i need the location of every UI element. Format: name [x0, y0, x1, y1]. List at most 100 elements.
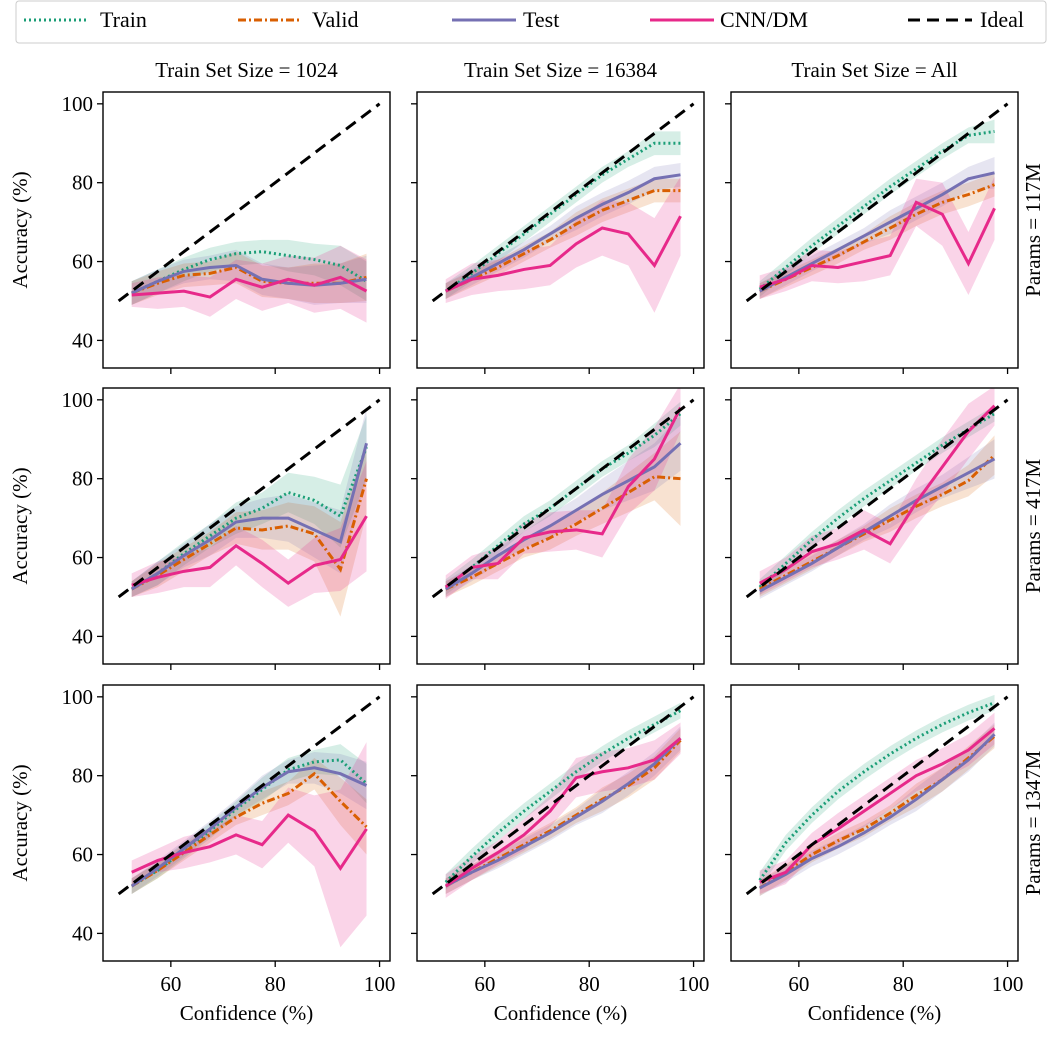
column-title: Train Set Size = 16384 — [464, 58, 658, 82]
x-tick-label-60: 60 — [474, 972, 495, 996]
plot-area — [117, 102, 381, 323]
series-ideal — [745, 695, 1009, 896]
band-cnndm — [759, 176, 995, 299]
band-test — [445, 726, 681, 894]
series-cnndm — [444, 407, 682, 589]
series-ideal — [431, 398, 695, 599]
panel-r3-c3: 60 80 100 Params = 1347M Confidence (%) — [725, 684, 1045, 1025]
band-train — [759, 119, 995, 298]
y-tick-label-100: 100 — [62, 92, 94, 116]
series-cnndm — [444, 737, 682, 888]
series-cnndm — [131, 813, 368, 874]
row-title: Params = 117M — [1021, 163, 1045, 297]
y-tick-label-80: 80 — [72, 467, 93, 491]
x-axis-label: Confidence (%) — [494, 1001, 628, 1025]
series-test — [444, 173, 681, 293]
panel-frame — [730, 91, 1019, 369]
series-ideal — [117, 695, 381, 896]
legend-label-train: Train — [100, 7, 147, 32]
series-cnndm — [758, 404, 996, 585]
legend-label-valid: Valid — [312, 7, 358, 32]
panel-frame — [416, 91, 705, 369]
series-ideal — [431, 695, 695, 896]
panel-r1-c2: Train Set Size = 16384 — [411, 58, 705, 374]
panel-r2-c2 — [411, 387, 705, 670]
y-tick-label-80: 80 — [72, 764, 93, 788]
band-cnndm — [445, 176, 681, 313]
panel-frame — [102, 684, 391, 962]
x-tick-label-60: 60 — [160, 972, 181, 996]
band-valid — [759, 724, 995, 896]
band-cnndm — [445, 388, 681, 599]
panel-frame — [416, 684, 705, 962]
plot-area — [431, 102, 695, 313]
plot-area — [745, 694, 1009, 896]
panel-r3-c2: 60 80 100 Confidence (%) — [411, 684, 710, 1025]
series-ideal — [745, 398, 1009, 599]
plot-area — [117, 695, 381, 948]
x-tick-label-80: 80 — [579, 972, 600, 996]
series-valid — [130, 771, 368, 888]
y-tick-label-60: 60 — [72, 843, 93, 867]
series-train — [758, 412, 996, 589]
series-ideal — [117, 398, 381, 599]
y-tick-label-100: 100 — [62, 388, 94, 412]
band-valid — [445, 178, 681, 299]
band-test — [131, 752, 367, 894]
panel-r2-c1: 40 60 80 100 Accuracy (%) — [8, 387, 391, 670]
panel-r1-c3: Train Set Size = All Params = 117M — [725, 58, 1045, 374]
x-tick-label-80: 80 — [265, 972, 286, 996]
series-valid — [130, 478, 368, 591]
plot-area — [431, 388, 695, 599]
series-test — [758, 171, 995, 293]
band-valid — [131, 251, 367, 305]
series-test — [444, 737, 682, 888]
band-train — [445, 131, 681, 299]
series-train — [758, 129, 995, 291]
x-tick-label-100: 100 — [678, 972, 710, 996]
panel-frame — [730, 387, 1019, 665]
x-tick-label-100: 100 — [992, 972, 1024, 996]
series-ideal — [431, 102, 695, 303]
x-tick-label-80: 80 — [893, 972, 914, 996]
band-train — [131, 239, 367, 305]
y-tick-label-40: 40 — [72, 624, 93, 648]
series-valid — [759, 183, 996, 293]
y-tick-label-40: 40 — [72, 921, 93, 945]
panel-r1-c1: 40 60 80 100 Train Set Size = 1024 Accuracy (… — [8, 58, 391, 374]
band-valid — [131, 757, 367, 894]
y-axis-label: Accuracy (%) — [8, 764, 32, 881]
panel-frame — [730, 684, 1019, 962]
column-title: Train Set Size = All — [791, 58, 957, 82]
series-cnndm — [759, 200, 996, 289]
band-cnndm — [445, 722, 681, 898]
series-valid — [445, 189, 681, 293]
plot-area — [745, 102, 1009, 303]
series-cnndm — [759, 727, 996, 884]
series-cnndm — [131, 515, 368, 587]
y-axis-label: Accuracy (%) — [8, 171, 32, 288]
band-train — [131, 744, 367, 894]
panel-frame — [102, 387, 391, 665]
series-ideal — [745, 102, 1009, 303]
panel-r3-c1: 60 80 100 40 60 80 100 Accuracy (%) Confidence (… — [8, 684, 395, 1025]
row-title: Params = 1347M — [1021, 750, 1045, 895]
series-valid — [758, 453, 996, 591]
plot-area — [745, 388, 1009, 599]
legend-label-cnndm: CNN/DM — [720, 7, 808, 32]
series-cnndm — [445, 215, 682, 293]
x-axis-label: Confidence (%) — [808, 1001, 942, 1025]
band-test — [131, 249, 367, 305]
column-title: Train Set Size = 1024 — [155, 58, 338, 82]
plot-area — [117, 398, 381, 617]
y-tick-label-40: 40 — [72, 328, 93, 352]
row-title: Params = 417M — [1021, 459, 1045, 594]
x-tick-label-60: 60 — [788, 972, 809, 996]
series-test — [130, 766, 368, 888]
series-test — [130, 442, 368, 591]
band-train — [759, 694, 995, 889]
panel-r2-c3: Params = 417M — [725, 387, 1045, 670]
legend-box — [15, 0, 1047, 44]
legend-label-test: Test — [523, 7, 559, 32]
